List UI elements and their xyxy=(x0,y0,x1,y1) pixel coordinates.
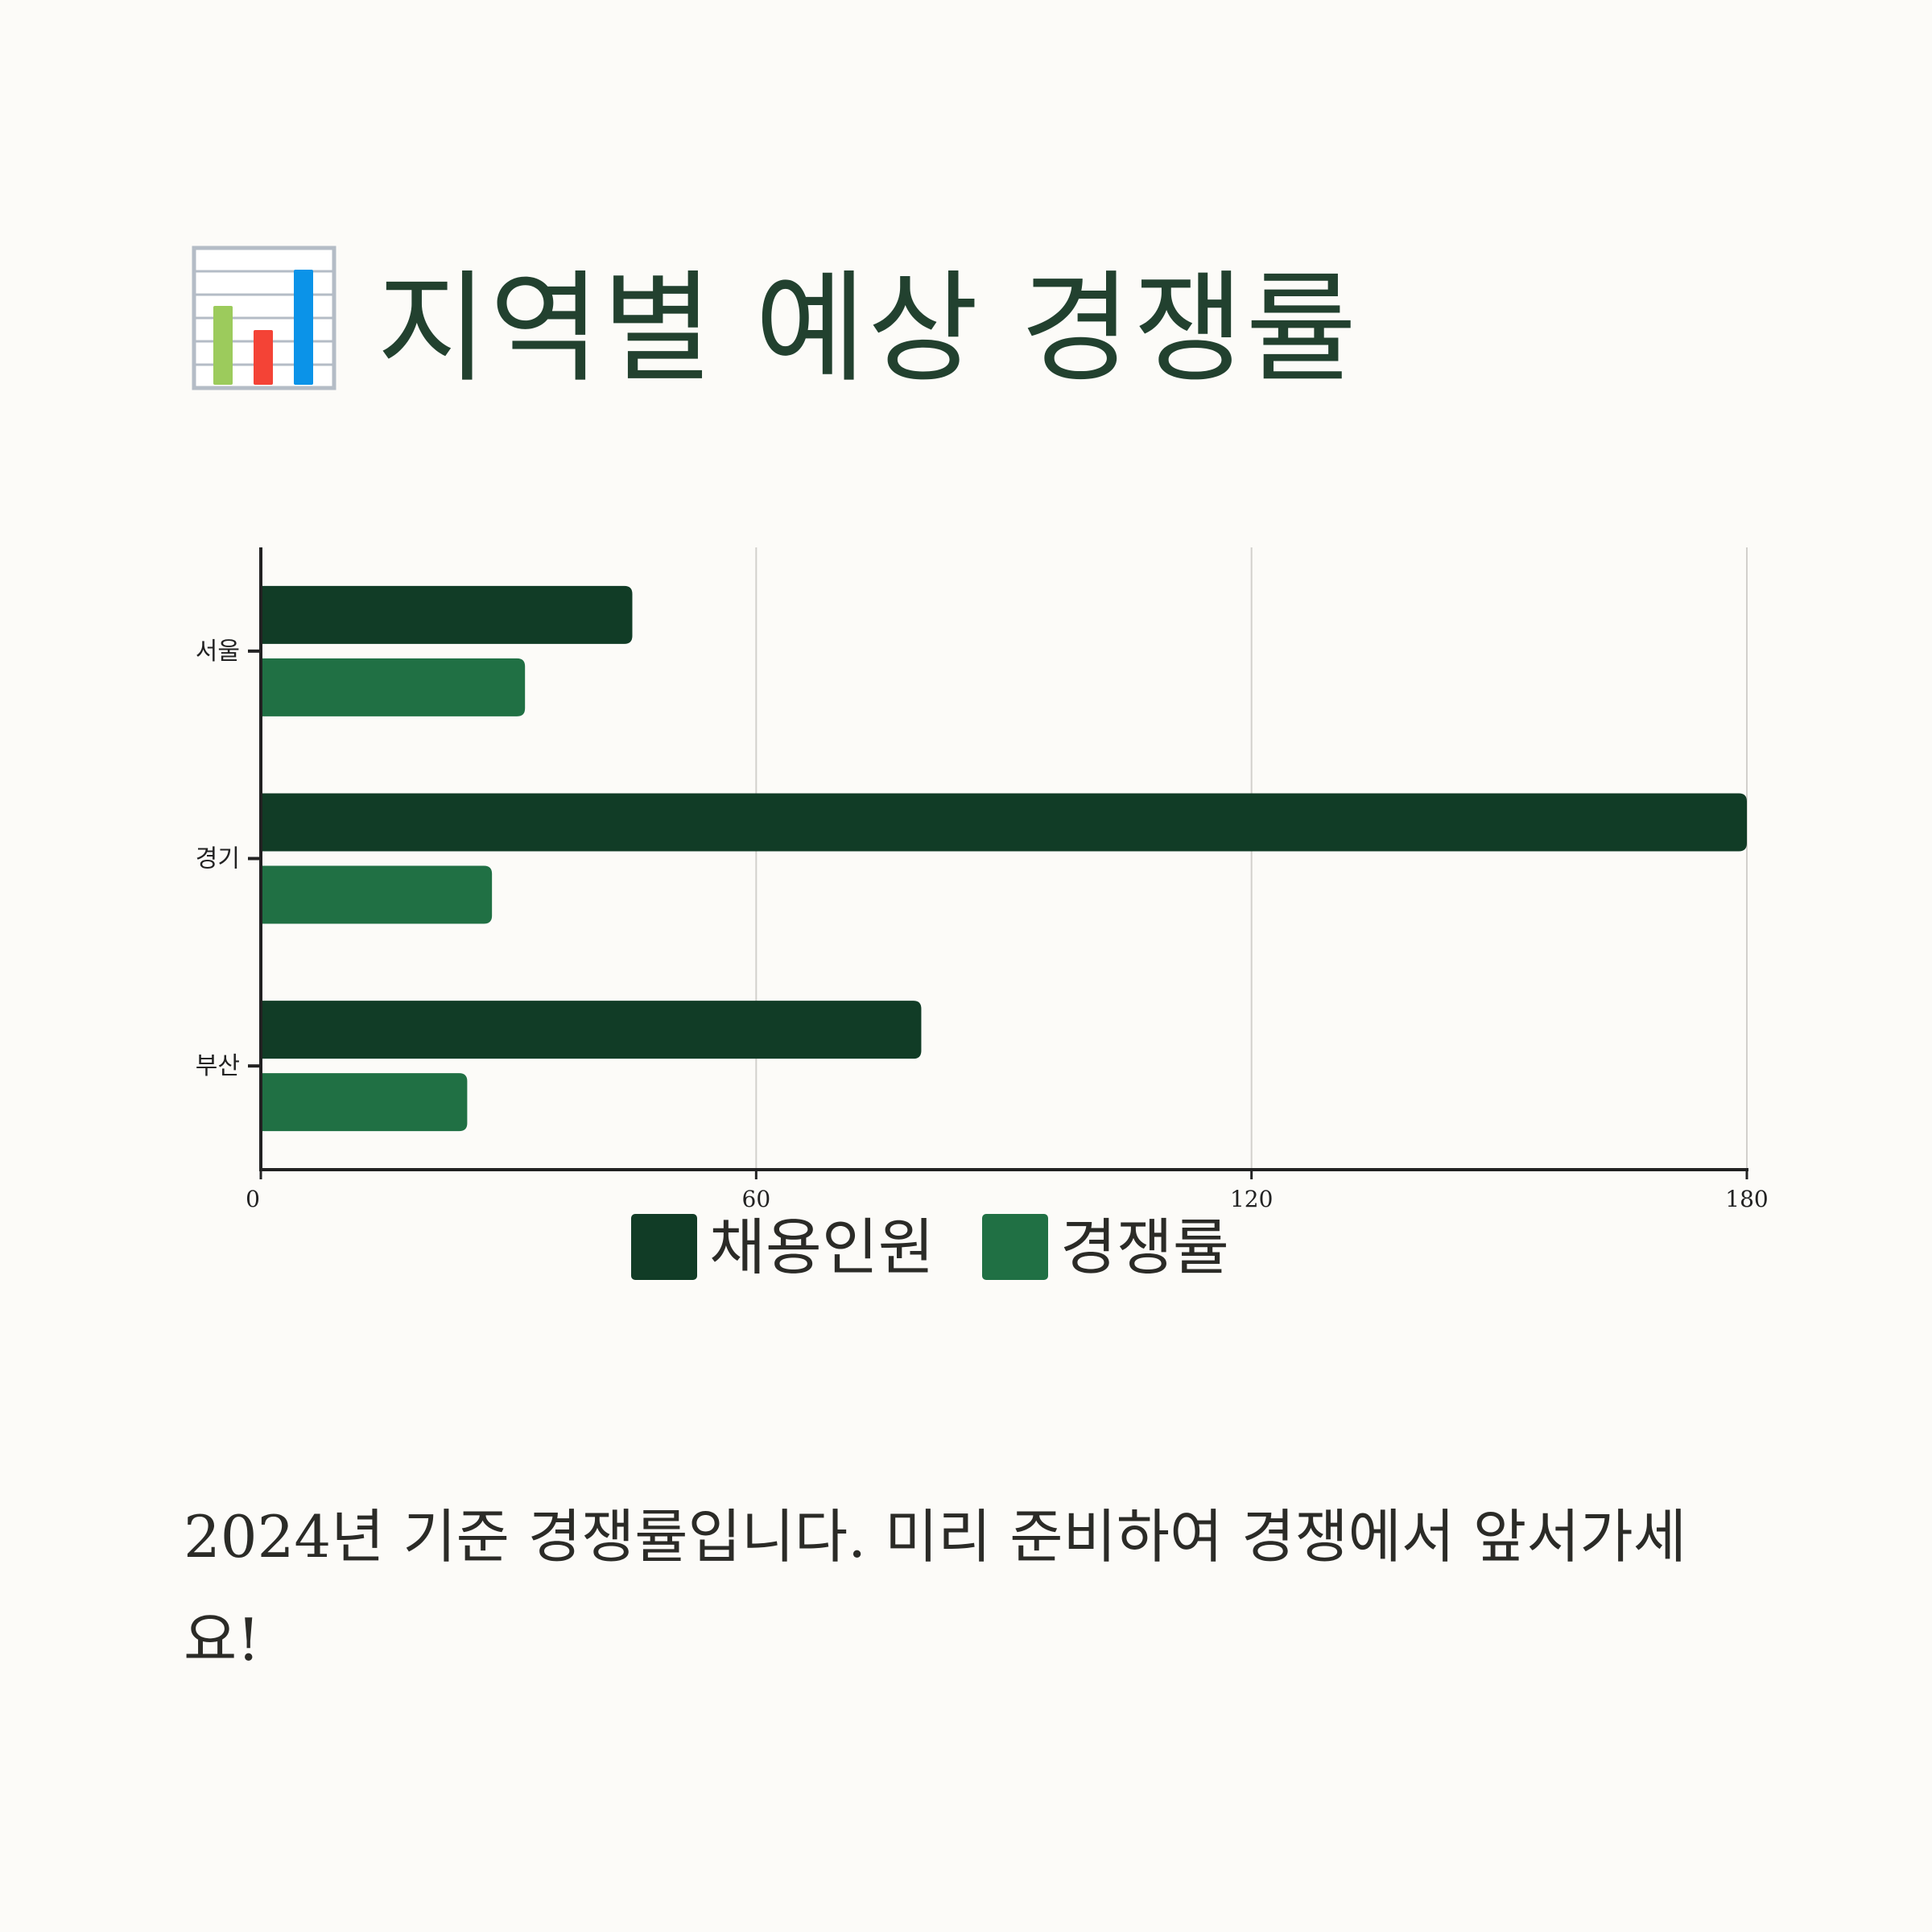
x-tick-label: 0 xyxy=(246,1186,260,1212)
description-text: 2024년 기준 경쟁률입니다. 미리 준비하여 경쟁에서 앞서가세요! xyxy=(184,1503,1686,1674)
x-tick-label: 120 xyxy=(1230,1186,1273,1212)
chart-title: 지역별 예상 경쟁률 xyxy=(377,258,1359,399)
y-tick-label: 경기 xyxy=(196,845,240,873)
legend-swatch xyxy=(982,1214,1048,1280)
bar xyxy=(261,585,633,644)
bar xyxy=(261,793,1747,852)
legend-swatch xyxy=(631,1214,697,1280)
y-tick-label: 서울 xyxy=(196,638,240,666)
bar xyxy=(261,658,526,716)
legend-label: 경쟁률 xyxy=(1060,1212,1229,1283)
chart-header: 지역별 예상 경쟁률 xyxy=(192,246,1358,399)
bar xyxy=(261,865,493,924)
y-tick-label: 부산 xyxy=(196,1052,240,1080)
bar xyxy=(261,1001,922,1059)
bar-chart-icon xyxy=(192,246,336,390)
bar xyxy=(261,1073,468,1132)
x-tick-label: 180 xyxy=(1725,1186,1768,1212)
legend-label: 채용인원 xyxy=(709,1212,935,1283)
x-tick-label: 60 xyxy=(742,1186,771,1212)
